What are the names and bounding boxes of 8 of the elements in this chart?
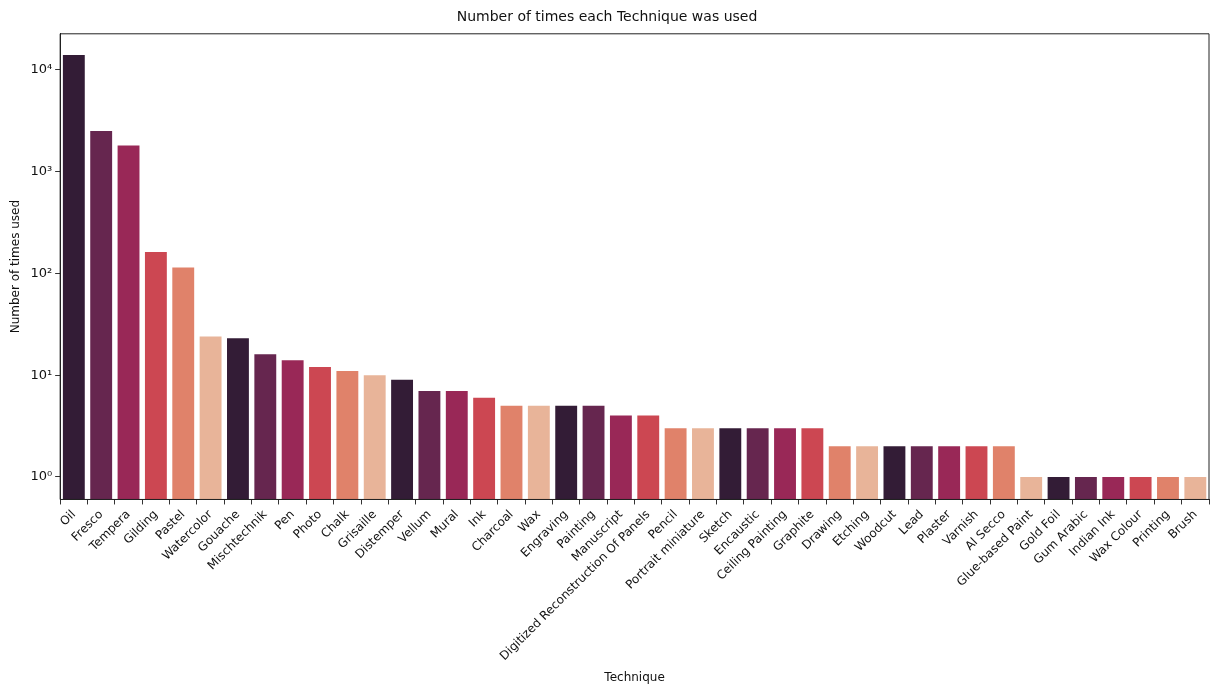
y-tick-label: 10⁴ bbox=[30, 61, 53, 77]
y-tick-label: 10³ bbox=[30, 162, 53, 178]
y-tick-label: 10⁰ bbox=[30, 468, 53, 484]
y-axis-title: Number of times used bbox=[8, 199, 23, 334]
y-tick-label: 10² bbox=[30, 264, 53, 280]
chart-title: Number of times each Technique was used bbox=[456, 8, 758, 25]
x-axis-title: Technique bbox=[603, 669, 665, 684]
y-tick-label: 10¹ bbox=[30, 366, 53, 382]
